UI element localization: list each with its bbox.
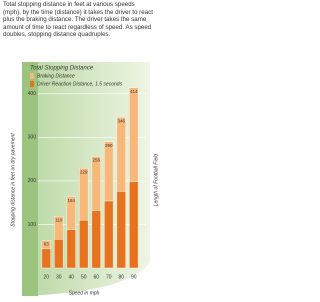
legend-swatch: [30, 81, 34, 87]
y-tick-label: 200: [28, 178, 37, 184]
x-tick-label: 20: [43, 274, 49, 280]
legend-label: Braking Distance: [37, 73, 75, 79]
value-label: 229: [80, 169, 88, 174]
value-label: 290: [105, 143, 113, 148]
bar-segment: [129, 87, 139, 182]
bar-segment: [66, 229, 76, 269]
bar-segment: [66, 196, 76, 230]
bar-segment: [79, 219, 89, 269]
chart-title: Total Stopping Distance: [30, 66, 94, 72]
x-axis-label: Speed in mph: [69, 290, 100, 296]
x-tick-label: 30: [56, 274, 62, 280]
page: {"intro": "Total stopping distance in fe…: [3, 1, 160, 297]
x-tick-label: 70: [106, 274, 112, 280]
bar-segment: [104, 200, 114, 269]
value-label: 256: [92, 158, 100, 163]
x-tick-label: 90: [131, 274, 137, 280]
bar-segment: [91, 156, 101, 211]
bar-segment: [129, 181, 139, 269]
value-label: 414: [130, 89, 138, 94]
bar-segment: [91, 210, 101, 269]
x-tick-label: 60: [93, 274, 99, 280]
bar-segment: [54, 215, 64, 240]
chart: Total Stopping Distance Speed in mph Sto…: [10, 62, 159, 296]
bar-segment: [41, 248, 51, 269]
value-label: 63: [44, 242, 50, 247]
y-tick-label: 100: [28, 222, 37, 228]
annotation: Length of Football Field: [153, 154, 159, 206]
axis-strip: [22, 62, 38, 296]
y-tick-label: 300: [28, 135, 37, 141]
bar-segment: [116, 191, 126, 269]
bar-segment: [116, 117, 126, 192]
legend-swatch: [30, 73, 34, 79]
value-label: 164: [67, 198, 75, 203]
y-axis-label: Stopping distance in feet on dry pavemen…: [10, 133, 16, 227]
x-tick-label: 50: [81, 274, 87, 280]
bar-segment: [79, 168, 89, 221]
legend-label: Driver Reaction Distance, 1.5 seconds: [37, 81, 123, 87]
value-label: 119: [55, 217, 63, 222]
x-tick-label: 40: [68, 274, 74, 280]
bar-segment: [104, 141, 114, 202]
y-tick-label: 400: [28, 91, 37, 97]
bar-segment: [54, 239, 64, 269]
value-label: 346: [117, 118, 125, 123]
bar-segment: [41, 240, 51, 250]
x-tick-label: 80: [118, 274, 124, 280]
intro-text: Total stopping distance in feet at vario…: [3, 1, 153, 39]
